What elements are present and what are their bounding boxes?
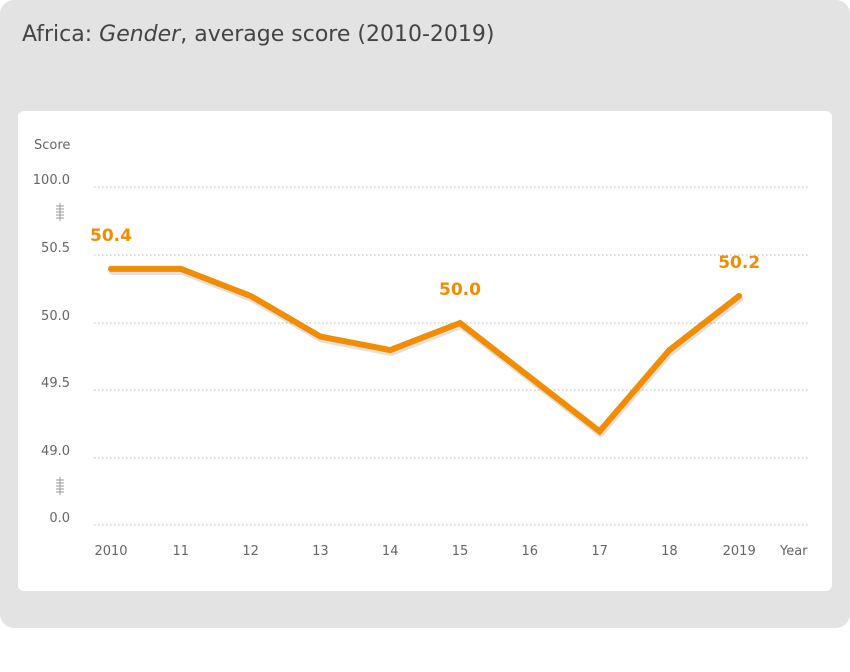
data-label: 50.2 — [718, 253, 760, 273]
title-suffix: , average score (2010-2019) — [180, 22, 495, 47]
x-tick-label: 13 — [312, 544, 329, 559]
y-tick-label: 49.0 — [41, 444, 70, 459]
y-tick-label: 0.0 — [49, 511, 70, 526]
x-tick-label: 12 — [242, 544, 259, 559]
axis-break-icon — [56, 477, 64, 495]
y-tick-label: 50.5 — [41, 241, 70, 256]
chart-title: Africa: Gender, average score (2010-2019… — [22, 22, 494, 47]
x-tick-label: 2019 — [723, 544, 756, 559]
data-label: 50.4 — [90, 226, 132, 246]
series-line — [108, 265, 743, 436]
x-axis-label: Year — [779, 544, 808, 559]
axis-break-icon — [56, 203, 64, 221]
y-tick-label: 49.5 — [41, 376, 70, 391]
y-tick-label: 100.0 — [33, 173, 70, 188]
y-tick-label: 50.0 — [41, 309, 70, 324]
title-italic: Gender — [99, 22, 181, 47]
x-tick-label: 18 — [661, 544, 678, 559]
title-prefix: Africa: — [22, 22, 100, 47]
x-tick-label: 2010 — [94, 544, 127, 559]
chart-card — [18, 111, 832, 591]
y-axis-label: Score — [34, 138, 70, 153]
data-label: 50.0 — [439, 280, 481, 300]
x-tick-label: 14 — [382, 544, 399, 559]
x-tick-label: 17 — [591, 544, 608, 559]
x-tick-label: 16 — [522, 544, 539, 559]
x-tick-label: 15 — [452, 544, 469, 559]
x-tick-label: 11 — [173, 544, 190, 559]
line-shadow — [109, 268, 744, 438]
